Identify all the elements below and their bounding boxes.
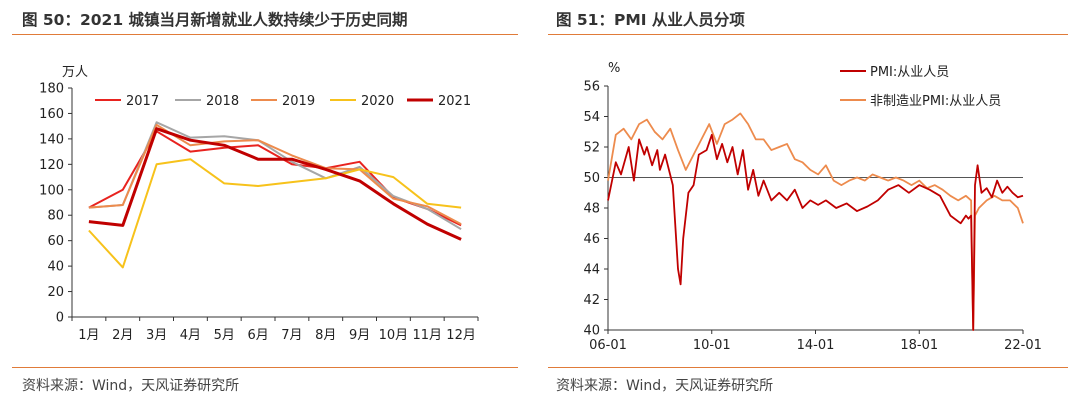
- y-tick-label: 48: [583, 202, 600, 217]
- series-line-2021: [88, 127, 462, 241]
- employment-line-chart: 万人 0 20 40 60 80 100 120 140 160 180 1月 2月 3月 4月 5月 6月 7月…: [39, 65, 479, 343]
- source-rule: [12, 367, 518, 368]
- title-rule: [548, 34, 1068, 35]
- y-tick-label: 160: [39, 107, 64, 122]
- x-tick-label: 22-01: [1004, 338, 1042, 353]
- x-tick-label: 10月: [379, 328, 409, 343]
- y-tick-label: 20: [47, 285, 64, 300]
- legend-label-2020: 2020: [361, 94, 394, 109]
- x-tick-label: 11月: [412, 328, 442, 343]
- source-rule: [548, 367, 1068, 368]
- x-tick-label: 14-01: [797, 338, 835, 353]
- series-line-2019: [88, 123, 462, 225]
- series-line-nonmfg: [607, 112, 1024, 331]
- y-tick-label: 40: [583, 324, 600, 339]
- series-line-pmi: [607, 133, 1024, 331]
- legend-label-2021: 2021: [438, 94, 471, 109]
- y-tick-label: 0: [56, 311, 64, 326]
- x-tick-label: 4月: [180, 328, 201, 343]
- pmi-line-chart: % 40 42 44 46 48 50 52 54 56 06-01 10-01 14-01 18-01 2…: [583, 61, 1042, 353]
- y-tick-label: 54: [583, 110, 600, 125]
- y-tick-label: 44: [583, 263, 600, 278]
- right-figure: 图 51：PMI 从业人员分项 % 40 42 44 46 48 50 52 54 56 06-01…: [548, 0, 1080, 414]
- legend-label-nonmfg: 非制造业PMI:从业人员: [870, 94, 1001, 109]
- source-note: 资料来源：Wind，天风证券研究所: [22, 378, 240, 394]
- y-tick-label: 56: [583, 80, 600, 95]
- y-tick-label: 46: [583, 232, 600, 247]
- y-tick-label: 180: [39, 82, 64, 97]
- x-tick-label: 7月: [281, 328, 302, 343]
- y-tick-label: 40: [47, 260, 64, 275]
- y-tick-label: 50: [583, 171, 600, 186]
- x-tick-label: 5月: [214, 328, 235, 343]
- figure-title: 图 50：2021 城镇当月新增就业人数持续少于历史同期: [22, 11, 408, 29]
- y-tick-label: 80: [47, 209, 64, 224]
- series-line-2020: [88, 158, 462, 269]
- x-tick-label: 06-01: [589, 338, 627, 353]
- x-tick-label: 10-01: [693, 338, 731, 353]
- x-tick-label: 9月: [349, 328, 370, 343]
- y-axis-unit-label: 万人: [62, 65, 88, 80]
- series-line-2018: [88, 121, 462, 231]
- x-tick-label: 1月: [78, 328, 99, 343]
- x-tick-label: 12月: [446, 328, 476, 343]
- legend-label-2019: 2019: [282, 94, 315, 109]
- title-rule: [12, 34, 518, 35]
- x-tick-label: 6月: [247, 328, 268, 343]
- legend-label-2017: 2017: [126, 94, 159, 109]
- x-tick-label: 18-01: [900, 338, 938, 353]
- legend-label-2018: 2018: [206, 94, 239, 109]
- y-tick-label: 100: [39, 183, 64, 198]
- x-tick-label: 2月: [112, 328, 133, 343]
- y-tick-label: 120: [39, 158, 64, 173]
- figure-title: 图 51：PMI 从业人员分项: [556, 11, 745, 29]
- y-tick-label: 140: [39, 132, 64, 147]
- y-axis-unit-label: %: [608, 61, 620, 76]
- source-note: 资料来源：Wind，天风证券研究所: [556, 378, 774, 394]
- legend-label-pmi: PMI:从业人员: [870, 65, 949, 80]
- x-tick-label: 3月: [146, 328, 167, 343]
- y-tick-label: 52: [583, 141, 600, 156]
- y-tick-label: 42: [583, 293, 600, 308]
- y-tick-label: 60: [47, 234, 64, 249]
- x-tick-label: 8月: [315, 328, 336, 343]
- left-figure: 图 50：2021 城镇当月新增就业人数持续少于历史同期 万人 0 20 40 60 80…: [0, 0, 530, 414]
